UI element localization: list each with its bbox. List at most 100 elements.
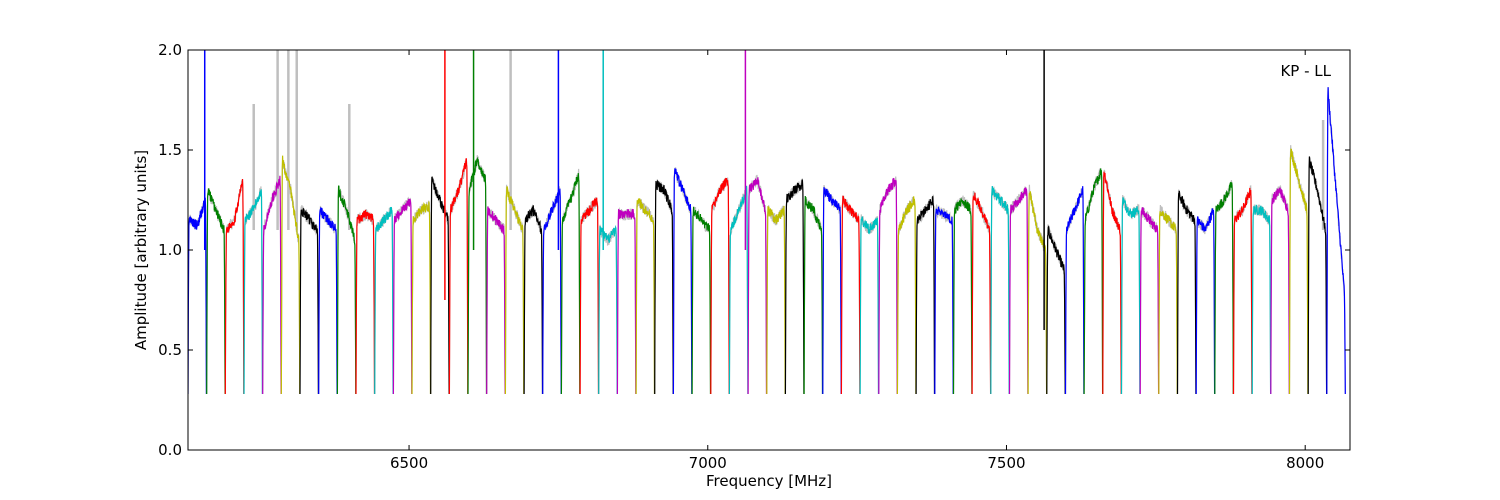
series-line-40 <box>934 206 954 395</box>
y-tick-label-1: 0.5 <box>158 341 182 359</box>
series-line-0 <box>188 197 207 395</box>
y-tick-label-4: 2.0 <box>158 41 182 59</box>
raw-series-16 <box>486 206 506 395</box>
series-line-52 <box>1158 211 1178 395</box>
axes-frame <box>187 49 1351 451</box>
series-line-50 <box>1120 197 1141 395</box>
raw-series-51 <box>1139 207 1160 395</box>
raw-series-46 <box>1046 224 1066 395</box>
raw-series-26 <box>672 167 693 395</box>
raw-series-27 <box>691 205 712 395</box>
raw-series-41 <box>952 195 973 395</box>
series-line-15 <box>467 156 488 395</box>
series-line-37 <box>878 177 898 395</box>
raw-series-15 <box>467 155 488 395</box>
raw-series-42 <box>971 190 992 395</box>
series-line-33 <box>803 195 824 395</box>
series-line-60 <box>1307 156 1328 395</box>
raw-series-31 <box>766 205 786 395</box>
x-tick-label-2: 7500 <box>987 454 1025 472</box>
x-axis-label: Frequency [MHz] <box>706 472 832 490</box>
series-line-14 <box>448 158 469 395</box>
raw-series-6 <box>299 205 319 395</box>
series-line-7 <box>318 207 338 395</box>
raw-series-7 <box>318 205 338 395</box>
series-line-27 <box>691 206 712 395</box>
y-tick-label-0: 0.0 <box>158 441 182 459</box>
raw-series-37 <box>878 176 898 395</box>
series-line-26 <box>672 168 693 395</box>
y-tick-label-2: 1.0 <box>158 241 182 259</box>
raw-series-35 <box>840 195 861 395</box>
raw-series-23 <box>616 206 637 395</box>
y-axis-label: Amplitude [arbitrary units] <box>132 150 150 350</box>
series-line-57 <box>1251 204 1272 395</box>
raw-series-10 <box>374 207 394 395</box>
raw-series-54 <box>1195 207 1216 395</box>
raw-series-25 <box>654 181 674 395</box>
series-line-2 <box>224 178 245 395</box>
series-line-48 <box>1083 168 1104 395</box>
raw-series-14 <box>448 160 469 395</box>
raw-series-24 <box>635 199 656 395</box>
series-line-13 <box>430 176 450 395</box>
series-line-3 <box>243 189 263 395</box>
raw-series-48 <box>1083 167 1104 395</box>
raw-series-18 <box>523 204 544 395</box>
raw-series-39 <box>915 194 936 395</box>
raw-series-13 <box>430 175 450 395</box>
series-line-36 <box>859 216 880 395</box>
series-line-16 <box>486 206 506 395</box>
raw-series-44 <box>1008 186 1029 395</box>
raw-series-21 <box>579 196 600 395</box>
series-line-42 <box>971 192 992 395</box>
series-line-30 <box>747 177 768 395</box>
axis-ticks: 6500 7000 7500 8000 0.0 0.5 1.0 1.5 2.0 <box>158 41 1350 472</box>
plot-area <box>188 50 1346 395</box>
chart-annotation: KP - LL <box>1280 62 1331 80</box>
series-line-23 <box>616 209 637 395</box>
raw-series-55 <box>1214 180 1234 395</box>
series-line-39 <box>915 196 936 395</box>
raw-series-17 <box>504 184 525 395</box>
series-line-1 <box>206 188 226 395</box>
series-line-31 <box>766 205 786 395</box>
series-line-38 <box>896 196 917 395</box>
raw-series-34 <box>822 184 842 395</box>
series-line-35 <box>840 195 861 395</box>
series-line-12 <box>411 201 432 395</box>
raw-series-57 <box>1251 204 1272 395</box>
series-line-55 <box>1214 181 1234 395</box>
series-line-6 <box>299 208 319 395</box>
series-line-41 <box>952 198 973 395</box>
series-line-53 <box>1176 190 1197 395</box>
raw-series-9 <box>355 209 376 395</box>
series-line-28 <box>710 177 730 395</box>
raw-series-30 <box>747 174 768 395</box>
raw-series-61 <box>1326 87 1346 395</box>
series-line-51 <box>1139 207 1160 395</box>
series-line-54 <box>1195 208 1216 395</box>
series-line-21 <box>579 197 600 395</box>
series-line-49 <box>1102 171 1122 395</box>
series-line-61 <box>1326 87 1346 395</box>
raw-series-11 <box>392 196 413 395</box>
x-tick-label-3: 8000 <box>1286 454 1324 472</box>
y-tick-label-3: 1.5 <box>158 141 182 159</box>
series-line-17 <box>504 186 525 395</box>
series-line-44 <box>1008 187 1029 395</box>
raw-series-43 <box>990 186 1010 395</box>
series-line-8 <box>336 185 357 395</box>
raw-series-58 <box>1270 185 1290 395</box>
raw-series-50 <box>1120 194 1141 395</box>
x-tick-label-1: 7000 <box>689 454 727 472</box>
series-line-22 <box>598 224 618 395</box>
series-line-10 <box>374 206 394 395</box>
series-line-25 <box>654 179 674 395</box>
raw-series-40 <box>934 204 954 395</box>
raw-series-36 <box>859 214 880 395</box>
raw-series-2 <box>224 179 245 395</box>
raw-series-12 <box>411 200 432 395</box>
series-line-18 <box>523 205 544 395</box>
